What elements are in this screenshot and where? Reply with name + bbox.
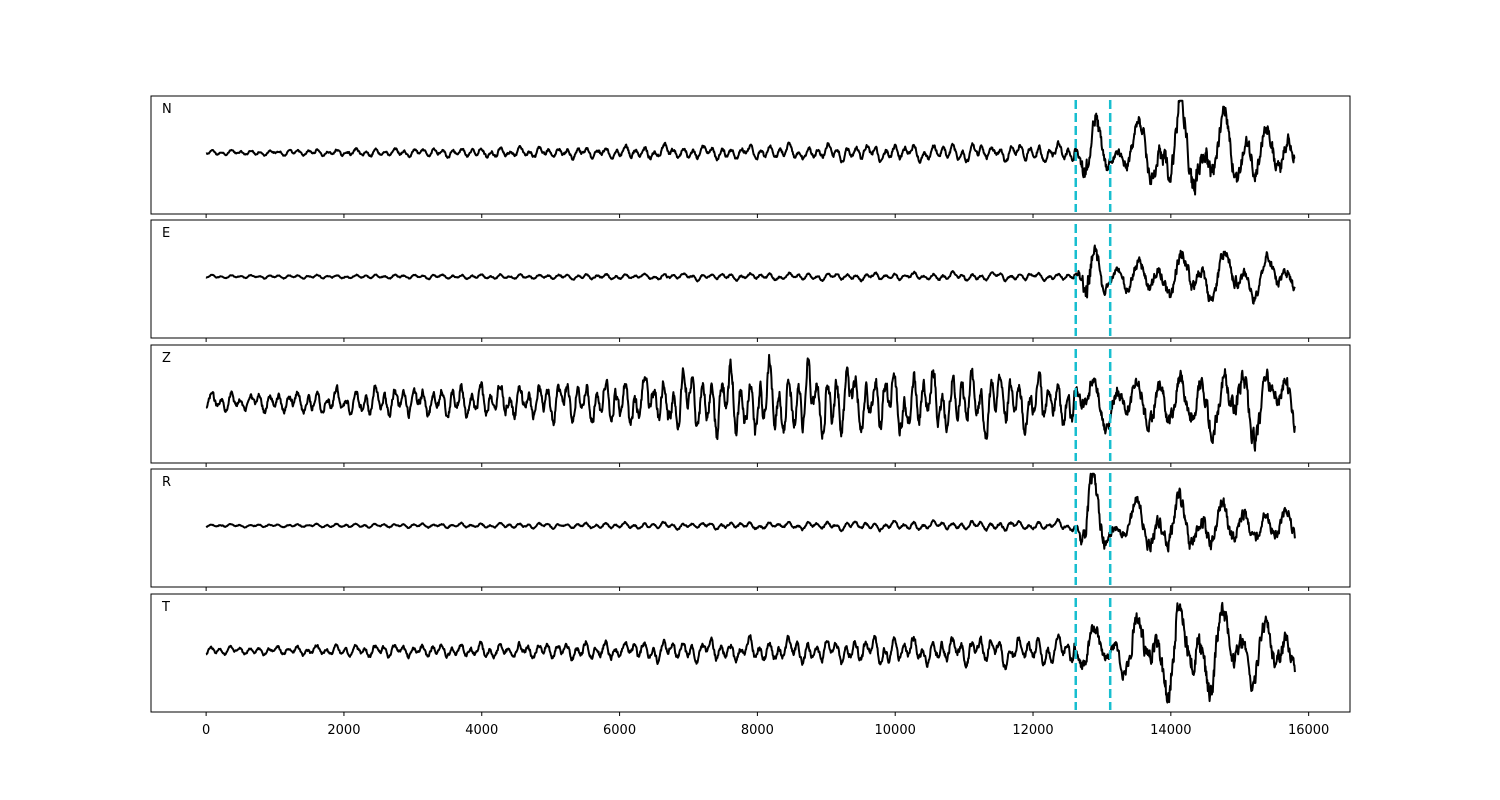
x-tick-label: 8000	[741, 723, 774, 738]
panel-z: Z	[150, 344, 1351, 467]
trace-r	[205, 472, 1296, 553]
trace-n	[205, 99, 1296, 196]
panel-label-r: R	[162, 475, 171, 490]
panel-label-t: T	[161, 600, 170, 615]
panel-frame	[150, 219, 1351, 339]
panel-frame	[150, 344, 1351, 464]
x-tick-label: 6000	[603, 723, 636, 738]
panel-label-e: E	[162, 226, 170, 241]
trace-z	[205, 353, 1296, 452]
x-tick-label: 14000	[1150, 723, 1191, 738]
x-axis: 0 2000 4000 6000 8000 10000 12000 14000 16000	[202, 723, 1329, 738]
x-tick-label: 16000	[1288, 723, 1329, 738]
x-tick-label: 2000	[327, 723, 360, 738]
panel-frame	[150, 95, 1351, 215]
trace-t	[205, 601, 1296, 704]
x-tick-label: 12000	[1012, 723, 1053, 738]
panel-r: R	[150, 468, 1351, 591]
panel-label-z: Z	[162, 351, 171, 366]
panel-t: T	[150, 593, 1351, 716]
panel-n: N	[150, 95, 1351, 218]
x-tick-label: 0	[202, 723, 210, 738]
x-tick-label: 10000	[875, 723, 916, 738]
panel-frame	[150, 593, 1351, 713]
panel-frame	[150, 468, 1351, 588]
panel-e: E	[150, 219, 1351, 342]
panels-group: N E Z R T	[150, 95, 1351, 716]
trace-e	[205, 244, 1296, 305]
panel-label-n: N	[162, 102, 172, 117]
x-tick-label: 4000	[465, 723, 498, 738]
